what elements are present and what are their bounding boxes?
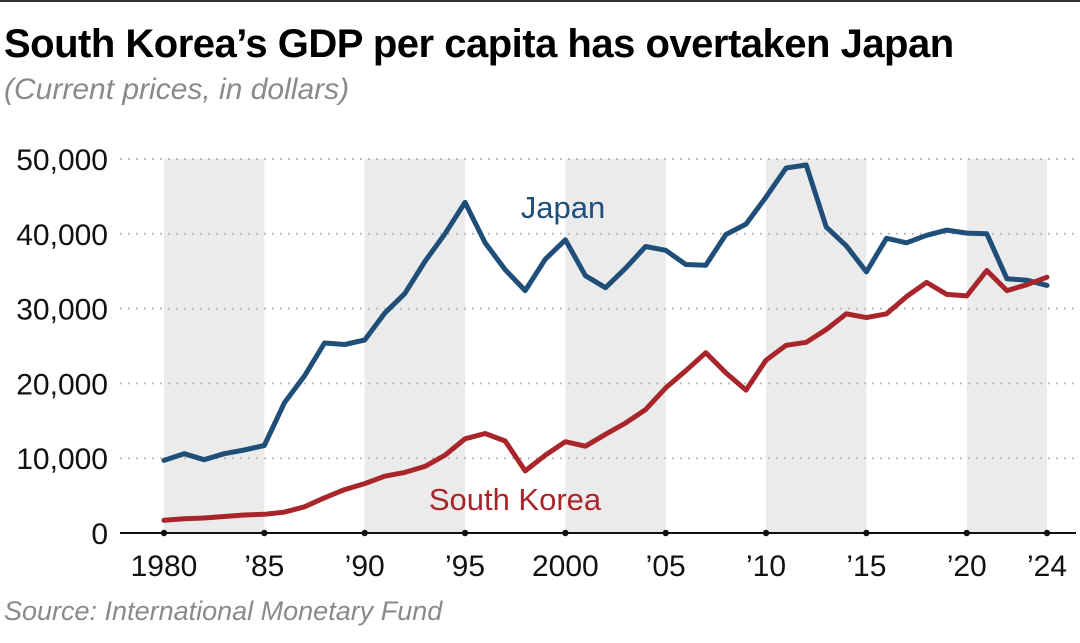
x-tick-2024 [1043, 529, 1051, 537]
x-tick-label-2020: ’20 [947, 550, 987, 583]
x-tick-2020 [963, 529, 970, 537]
x-tick-label-2015: ’15 [846, 550, 886, 583]
x-tick-label-2024: ’24 [1027, 550, 1067, 583]
x-tick-label-2000: 2000 [532, 550, 599, 583]
x-tick-label-1990: ’90 [345, 550, 385, 583]
x-tick-2000 [562, 529, 569, 537]
x-tick-1995 [461, 529, 469, 537]
y-tick-label-50000: 50,000 [16, 144, 108, 177]
chart-subtitle: (Current prices, in dollars) [4, 73, 350, 106]
series-line-south-korea [161, 268, 1050, 523]
y-tick-label-10000: 10,000 [16, 443, 108, 476]
y-tick-label-30000: 30,000 [16, 294, 108, 327]
shaded-periods [164, 159, 1047, 533]
x-tick-label-1995: ’95 [445, 550, 485, 583]
x-tick-label-2005: ’05 [646, 550, 686, 583]
x-tick-label-1980: 1980 [131, 550, 198, 583]
series-label-south-korea: South Korea [429, 482, 602, 517]
shaded-period-1980 [164, 159, 265, 533]
chart-title: South Korea’s GDP per capita has overtak… [4, 22, 954, 66]
series-lines [161, 162, 1050, 523]
x-tick-1990 [361, 529, 368, 537]
source-note: Source: International Monetary Fund [4, 596, 443, 626]
y-tick-label-40000: 40,000 [16, 219, 108, 252]
x-tick-1980 [160, 529, 168, 537]
y-tick-label-20000: 20,000 [16, 368, 108, 401]
shaded-period-2000 [565, 159, 666, 533]
x-axis [120, 529, 1076, 537]
x-tick-2005 [662, 529, 669, 537]
x-tick-2015 [863, 529, 870, 537]
series-line-japan [161, 162, 1050, 463]
shaded-period-2020 [966, 159, 1047, 533]
x-tick-1985 [261, 529, 268, 537]
x-tick-label-1985: ’85 [244, 550, 284, 583]
y-tick-label-0: 0 [91, 518, 108, 551]
x-tick-2010 [762, 529, 770, 537]
series-label-japan: Japan [521, 190, 605, 225]
top-rule [0, 0, 1080, 2]
tick-labels: 0 10,000 20,000 30,000 40,000 50,000 1980 ’85 ’9… [16, 144, 1067, 583]
x-tick-label-2010: ’10 [746, 550, 786, 583]
